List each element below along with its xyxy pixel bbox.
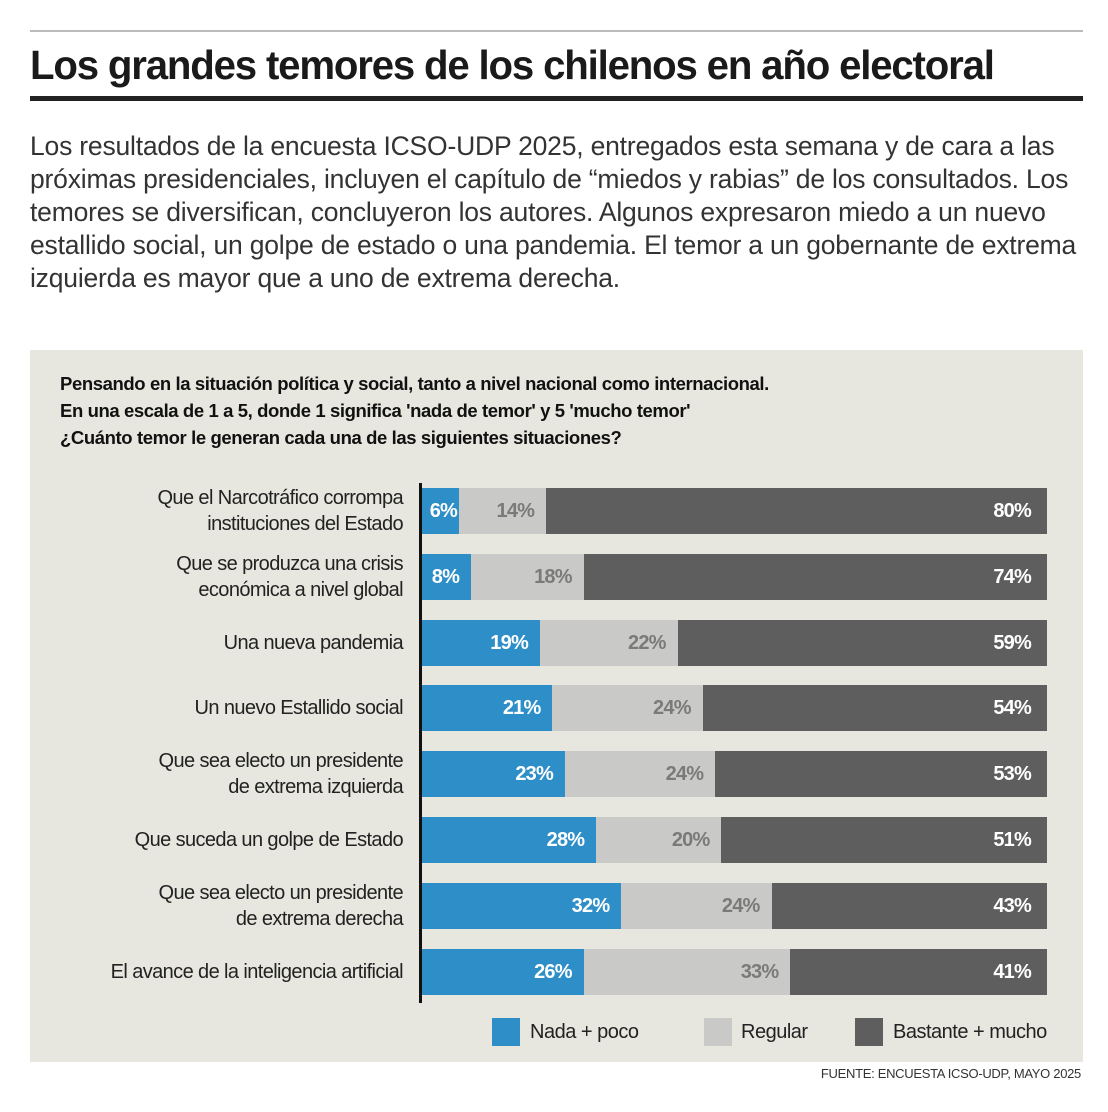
intro-paragraph: Los resultados de la encuesta ICSO-UDP 2… <box>30 131 1077 293</box>
page-title: Los grandes temores de los chilenos en a… <box>30 42 995 88</box>
category-label: Que el Narcotráfico corrompa institucione… <box>157 487 403 535</box>
category-label: Una nueva pandemia <box>223 631 404 654</box>
legend-label: Regular <box>741 1021 808 1043</box>
data-label: 26% <box>534 960 572 983</box>
data-label: 32% <box>571 894 610 917</box>
data-label: 23% <box>515 763 553 786</box>
bar-segment-regular <box>552 685 703 732</box>
bar-segment-regular <box>596 817 722 863</box>
title-rule <box>30 96 1083 101</box>
bar-segment-bastante-mucho <box>790 948 1047 995</box>
data-label: 14% <box>496 500 535 522</box>
data-label: 21% <box>502 697 541 720</box>
data-label: 6% <box>429 500 458 522</box>
data-label: 41% <box>993 960 1031 983</box>
bar-segment-regular <box>621 882 772 929</box>
bar-segment-regular <box>471 553 584 600</box>
data-label: 80% <box>993 500 1031 522</box>
data-label: 22% <box>628 631 666 654</box>
data-label: 24% <box>721 894 760 917</box>
legend-label: Nada + poco <box>530 1021 639 1043</box>
bar-segment-bastante-mucho <box>677 619 1047 666</box>
legend-label: Bastante + mucho <box>893 1021 1047 1043</box>
data-label: 51% <box>993 829 1031 851</box>
data-label: 19% <box>490 631 528 654</box>
bar-segment-regular <box>539 619 678 666</box>
category-label: Que suceda un golpe de Estado <box>134 829 404 851</box>
legend-swatch <box>492 1018 520 1046</box>
data-label: 43% <box>993 894 1031 917</box>
bar-segment-nada-poco <box>421 488 459 534</box>
legend-swatch <box>855 1018 883 1046</box>
bar-segment-nada-poco <box>421 948 584 995</box>
bar-segment-nada-poco <box>421 817 597 863</box>
data-label: 59% <box>993 631 1031 654</box>
data-label: 33% <box>740 960 779 983</box>
data-label: 53% <box>993 763 1031 786</box>
bar-segment-nada-poco <box>421 685 553 732</box>
data-label: 8% <box>431 565 460 588</box>
bar-segment-regular <box>564 751 716 798</box>
bar-segment-bastante-mucho <box>721 817 1047 863</box>
bar-segment-bastante-mucho <box>771 882 1047 929</box>
category-label: Que se produzca una crisis económica a ni… <box>176 552 403 601</box>
question-line-3: ¿Cuánto temor le generan cada una de las… <box>60 427 622 448</box>
data-label: 74% <box>993 565 1031 588</box>
data-label: 18% <box>534 565 572 588</box>
bar-segment-nada-poco <box>421 619 540 666</box>
data-label: 24% <box>653 697 691 720</box>
data-label: 24% <box>665 763 704 786</box>
bar-segment-regular <box>458 488 547 534</box>
bar-segment-nada-poco <box>421 553 472 600</box>
category-label: El avance de la inteligencia artificial <box>110 960 404 983</box>
bar-segment-regular <box>583 948 791 995</box>
category-label: Que sea electo un presidente de extrema d… <box>158 881 404 930</box>
chart-question: Pensando en la situación política y soci… <box>60 370 769 451</box>
category-label: Un nuevo Estallido social <box>194 697 404 720</box>
data-label: 28% <box>546 829 585 851</box>
question-line-1: Pensando en la situación política y soci… <box>60 373 769 394</box>
top-rule <box>30 30 1083 32</box>
data-label: 54% <box>993 697 1031 720</box>
source-note: FUENTE: ENCUESTA ICSO-UDP, MAYO 2025 <box>820 1066 1081 1081</box>
bar-segment-nada-poco <box>421 882 622 929</box>
bar-segment-bastante-mucho <box>702 685 1047 732</box>
category-label: Que sea electo un presidente de extrema i… <box>158 750 404 799</box>
legend-swatch <box>704 1018 732 1046</box>
data-label: 20% <box>671 829 710 851</box>
bar-segment-bastante-mucho <box>546 488 1047 534</box>
bar-segment-bastante-mucho <box>715 751 1047 798</box>
bar-segment-bastante-mucho <box>583 553 1047 600</box>
bar-segment-nada-poco <box>421 751 565 798</box>
chart-axis-line <box>419 483 422 1003</box>
question-line-2: En una escala de 1 a 5, donde 1 signific… <box>60 400 691 421</box>
